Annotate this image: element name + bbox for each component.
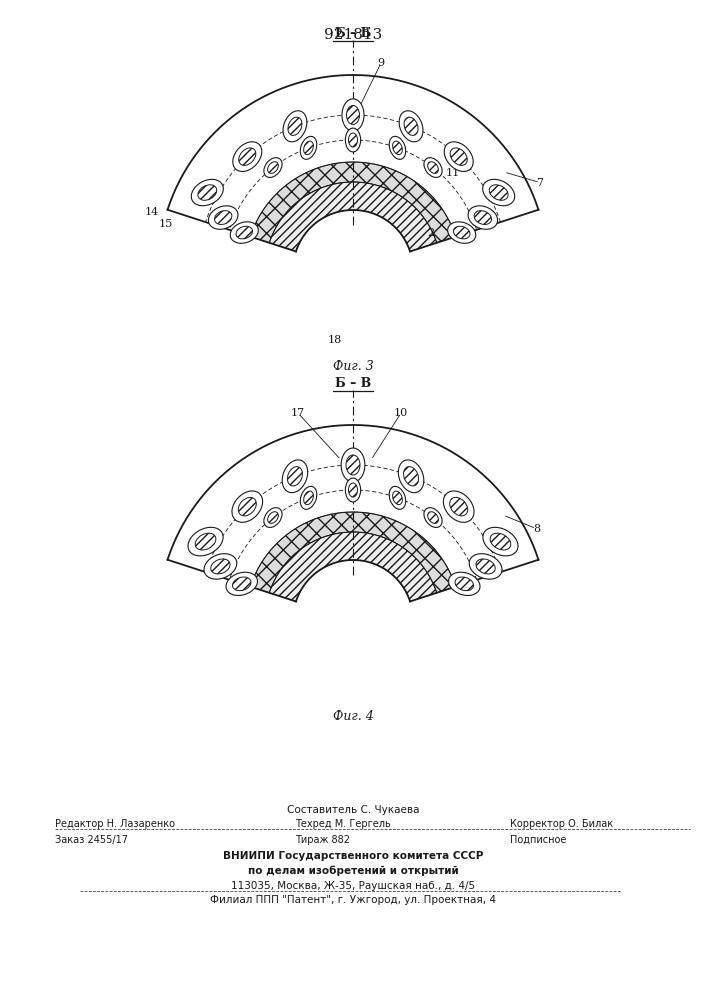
Text: 11: 11 bbox=[446, 168, 460, 178]
Ellipse shape bbox=[345, 478, 361, 502]
Ellipse shape bbox=[428, 162, 438, 173]
Ellipse shape bbox=[483, 527, 518, 556]
Text: 8: 8 bbox=[533, 524, 540, 534]
Ellipse shape bbox=[404, 117, 418, 135]
Ellipse shape bbox=[300, 136, 317, 159]
Text: 17: 17 bbox=[291, 408, 305, 418]
Text: 10: 10 bbox=[394, 408, 408, 418]
Text: ВНИИПИ Государственного комитета СССР: ВНИИПИ Государственного комитета СССР bbox=[223, 851, 483, 861]
Ellipse shape bbox=[346, 105, 359, 124]
Polygon shape bbox=[168, 75, 539, 251]
Ellipse shape bbox=[453, 226, 470, 239]
Ellipse shape bbox=[483, 179, 515, 206]
Ellipse shape bbox=[424, 158, 442, 177]
Ellipse shape bbox=[204, 554, 237, 579]
Ellipse shape bbox=[399, 111, 423, 142]
Ellipse shape bbox=[233, 577, 251, 591]
Ellipse shape bbox=[264, 508, 282, 527]
Text: 18: 18 bbox=[328, 335, 342, 345]
Ellipse shape bbox=[304, 491, 313, 505]
Text: Б – В: Б – В bbox=[335, 377, 371, 390]
Ellipse shape bbox=[288, 117, 302, 135]
Text: 113035, Москва, Ж-35, Раушская наб., д. 4/5: 113035, Москва, Ж-35, Раушская наб., д. … bbox=[231, 881, 475, 891]
Text: 14: 14 bbox=[144, 207, 158, 217]
Ellipse shape bbox=[448, 572, 480, 595]
Ellipse shape bbox=[428, 512, 438, 523]
Ellipse shape bbox=[450, 497, 468, 516]
Ellipse shape bbox=[230, 222, 258, 243]
Ellipse shape bbox=[211, 559, 230, 574]
Ellipse shape bbox=[300, 486, 317, 509]
Text: Фиг. 4: Фиг. 4 bbox=[332, 710, 373, 723]
Ellipse shape bbox=[444, 142, 473, 171]
Ellipse shape bbox=[345, 128, 361, 152]
Polygon shape bbox=[250, 512, 456, 593]
Ellipse shape bbox=[239, 148, 256, 165]
Ellipse shape bbox=[198, 185, 217, 200]
Polygon shape bbox=[250, 162, 456, 243]
Text: Редактор Н. Лазаренко: Редактор Н. Лазаренко bbox=[55, 819, 175, 829]
Ellipse shape bbox=[389, 136, 406, 159]
Ellipse shape bbox=[238, 497, 257, 516]
Ellipse shape bbox=[268, 512, 279, 523]
Ellipse shape bbox=[469, 554, 502, 579]
Text: Б – Б: Б – Б bbox=[335, 27, 371, 40]
Ellipse shape bbox=[450, 148, 467, 165]
Ellipse shape bbox=[304, 141, 313, 155]
Text: 15: 15 bbox=[158, 219, 173, 229]
Ellipse shape bbox=[341, 448, 365, 482]
Ellipse shape bbox=[474, 211, 491, 224]
Ellipse shape bbox=[342, 99, 364, 131]
Ellipse shape bbox=[455, 577, 474, 591]
Ellipse shape bbox=[349, 133, 358, 147]
Ellipse shape bbox=[232, 491, 262, 522]
Polygon shape bbox=[269, 182, 437, 251]
Text: Техред М. Гергель: Техред М. Гергель bbox=[295, 819, 391, 829]
Ellipse shape bbox=[209, 206, 238, 229]
Ellipse shape bbox=[264, 158, 282, 177]
Ellipse shape bbox=[404, 467, 419, 486]
Text: Корректор О. Билак: Корректор О. Билак bbox=[510, 819, 613, 829]
Ellipse shape bbox=[389, 486, 406, 509]
Text: 9: 9 bbox=[378, 58, 385, 68]
Text: 2: 2 bbox=[428, 228, 435, 238]
Ellipse shape bbox=[392, 491, 402, 505]
Text: Фиг. 3: Фиг. 3 bbox=[332, 360, 373, 373]
Ellipse shape bbox=[233, 142, 262, 171]
Ellipse shape bbox=[188, 527, 223, 556]
Text: 7: 7 bbox=[537, 178, 544, 188]
Ellipse shape bbox=[349, 483, 358, 497]
Ellipse shape bbox=[476, 559, 495, 574]
Ellipse shape bbox=[424, 508, 442, 527]
Ellipse shape bbox=[282, 460, 308, 493]
Ellipse shape bbox=[192, 179, 223, 206]
Text: Тираж 882: Тираж 882 bbox=[295, 835, 350, 845]
Ellipse shape bbox=[268, 162, 279, 173]
Text: Подписное: Подписное bbox=[510, 835, 566, 845]
Ellipse shape bbox=[490, 533, 510, 550]
Ellipse shape bbox=[468, 206, 498, 229]
Ellipse shape bbox=[398, 460, 423, 493]
Ellipse shape bbox=[346, 455, 360, 475]
Ellipse shape bbox=[448, 222, 476, 243]
Ellipse shape bbox=[283, 111, 307, 142]
Text: Филиал ППП "Патент", г. Ужгород, ул. Проектная, 4: Филиал ППП "Патент", г. Ужгород, ул. Про… bbox=[210, 895, 496, 905]
Text: Составитель С. Чукаева: Составитель С. Чукаева bbox=[287, 805, 419, 815]
Text: Заказ 2455/17: Заказ 2455/17 bbox=[55, 835, 128, 845]
Polygon shape bbox=[168, 425, 539, 601]
Ellipse shape bbox=[489, 185, 508, 200]
Ellipse shape bbox=[195, 533, 216, 550]
Ellipse shape bbox=[288, 467, 303, 486]
Ellipse shape bbox=[236, 226, 252, 239]
Polygon shape bbox=[269, 532, 437, 601]
Ellipse shape bbox=[392, 141, 402, 155]
Ellipse shape bbox=[443, 491, 474, 522]
Text: по делам изобретений и открытий: по делам изобретений и открытий bbox=[247, 865, 458, 876]
Text: 921813: 921813 bbox=[324, 28, 382, 42]
Ellipse shape bbox=[226, 572, 257, 595]
Ellipse shape bbox=[214, 211, 232, 224]
